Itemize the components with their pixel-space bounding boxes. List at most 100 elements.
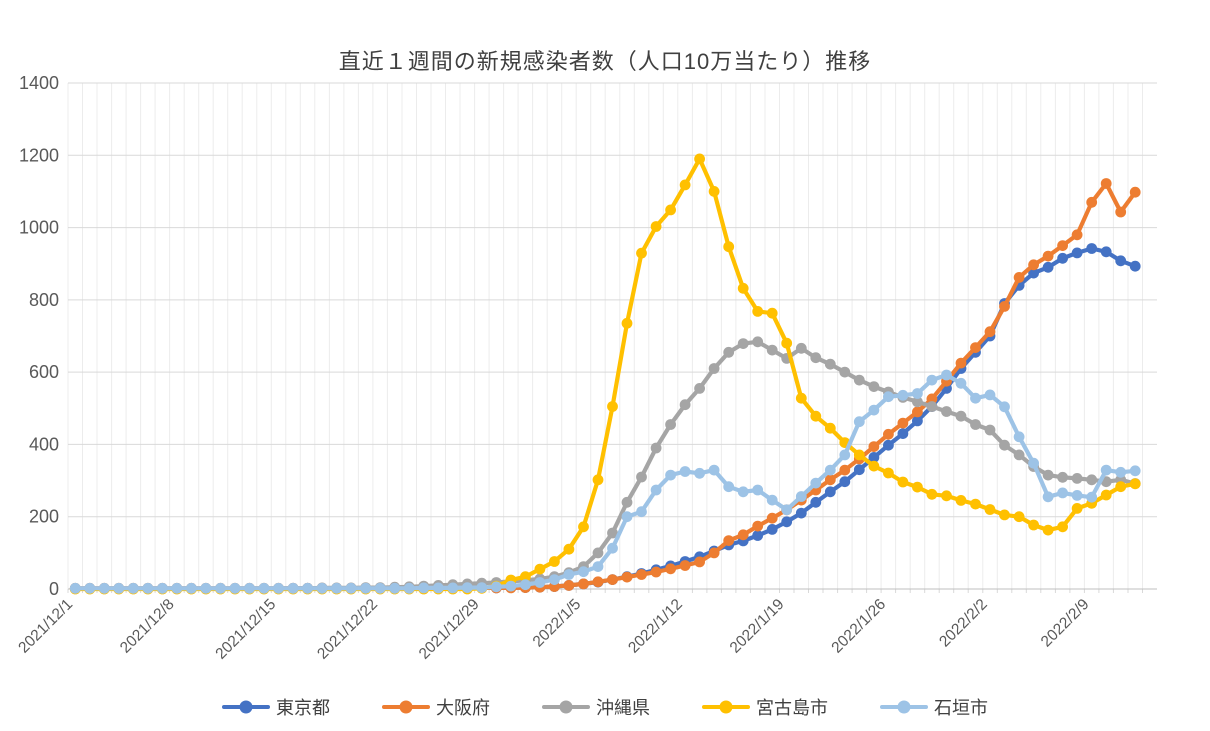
series-marker-5 <box>578 566 589 578</box>
series-marker-4 <box>999 509 1010 521</box>
y-axis-tick-label: 0 <box>49 579 59 599</box>
series-marker-4 <box>679 179 691 191</box>
series-marker-3 <box>955 410 967 422</box>
series-marker-3 <box>984 424 996 436</box>
series-marker-4 <box>883 467 894 479</box>
series-marker-4 <box>520 571 531 583</box>
series-marker-5 <box>839 449 851 461</box>
legend-item-5: 石垣市 <box>880 694 988 720</box>
series-marker-3 <box>824 358 836 370</box>
series-marker-1 <box>897 428 909 439</box>
series-marker-3 <box>853 374 865 386</box>
series-marker-5 <box>650 484 662 496</box>
series-marker-1 <box>853 464 865 476</box>
series-marker-5 <box>186 582 197 594</box>
series-marker-2 <box>999 301 1010 312</box>
series-marker-5 <box>810 477 822 489</box>
legend-item-3: 沖縄県 <box>542 694 650 720</box>
x-axis-tick-label: 2022/2/9 <box>1038 596 1093 651</box>
series-marker-4 <box>1028 519 1039 531</box>
legend-label: 東京都 <box>276 698 330 718</box>
y-axis-tick-label: 400 <box>29 434 59 454</box>
series-marker-2 <box>926 393 938 405</box>
x-axis-tick-label: 2021/12/22 <box>314 596 381 663</box>
series-marker-4 <box>1013 511 1025 523</box>
series-marker-5 <box>824 464 836 476</box>
y-axis-tick-label: 800 <box>29 290 59 310</box>
series-marker-4 <box>1042 524 1054 536</box>
series-marker-5 <box>273 582 284 594</box>
series-marker-5 <box>374 582 386 594</box>
series-marker-5 <box>302 582 313 594</box>
x-axis-tick-label: 2021/12/29 <box>416 596 483 663</box>
series-marker-5 <box>549 574 560 585</box>
series-marker-5 <box>1129 465 1141 477</box>
series-marker-5 <box>258 582 270 594</box>
series-marker-1 <box>1071 247 1083 259</box>
series-marker-3 <box>723 346 735 358</box>
series-marker-5 <box>912 388 923 399</box>
series-marker-3 <box>679 399 691 411</box>
chart-canvas: 0 200 400 600 800 1000 1200 1400 2021/12/1 2021/1… <box>15 73 1157 663</box>
series-marker-1 <box>1086 243 1098 254</box>
series-marker-5 <box>331 582 342 594</box>
series-marker-4 <box>984 504 996 515</box>
series-marker-4 <box>737 282 749 294</box>
series-marker-5 <box>142 582 154 594</box>
series-marker-4 <box>665 204 676 216</box>
legend-dot-icon <box>719 700 733 714</box>
chart-legend: 東京都 大阪府 沖縄県 宮古島市 石垣市 <box>0 694 1210 720</box>
series-marker-4 <box>694 153 705 165</box>
series-marker-1 <box>781 516 793 528</box>
x-axis-tick-label: 2021/12/8 <box>117 596 178 657</box>
series-marker-2 <box>563 580 575 591</box>
series-marker-2 <box>868 441 880 452</box>
series-marker-3 <box>1071 473 1083 484</box>
series-marker-5 <box>897 389 909 401</box>
series-marker-5 <box>1071 490 1083 501</box>
series-marker-5 <box>447 582 459 594</box>
series-marker-2 <box>970 342 981 353</box>
series-marker-2 <box>708 547 720 559</box>
series-marker-1 <box>1057 252 1068 264</box>
series-marker-5 <box>316 582 328 594</box>
series-marker-2 <box>737 529 749 541</box>
series-marker-1 <box>752 530 764 541</box>
series-marker-5 <box>215 582 226 594</box>
series-marker-5 <box>708 464 720 476</box>
x-axis-tick-label: 2022/1/19 <box>727 596 788 657</box>
series-marker-5 <box>200 582 212 594</box>
series-marker-2 <box>636 569 647 580</box>
series-marker-5 <box>723 481 735 493</box>
y-axis-tick-label: 1000 <box>19 218 59 238</box>
series-marker-3 <box>1042 469 1054 481</box>
series-marker-4 <box>795 392 807 404</box>
series-marker-5 <box>403 582 415 594</box>
series-marker-5 <box>1042 491 1054 503</box>
series-marker-3 <box>766 344 778 356</box>
legend-marker-icon <box>542 700 590 714</box>
x-axis-tick-label: 2021/12/15 <box>212 596 279 663</box>
series-marker-5 <box>84 582 96 594</box>
y-axis-tick-label: 1400 <box>19 73 59 93</box>
series-marker-5 <box>345 582 357 594</box>
series-marker-5 <box>1028 457 1039 469</box>
series-marker-5 <box>229 582 241 594</box>
series-marker-3 <box>810 352 822 364</box>
legend-marker-icon <box>702 700 750 714</box>
series-marker-3 <box>795 342 807 354</box>
series-marker-5 <box>737 486 749 498</box>
series-marker-2 <box>839 464 851 476</box>
x-axis-tick-label: 2022/2/2 <box>936 596 991 651</box>
series-marker-4 <box>607 401 618 412</box>
series-marker-5 <box>679 466 691 477</box>
series-marker-4 <box>810 410 822 422</box>
series-marker-1 <box>795 507 807 519</box>
series-marker-5 <box>999 401 1010 413</box>
legend-item-2: 大阪府 <box>382 694 490 720</box>
series-marker-4 <box>1100 489 1112 501</box>
series-marker-5 <box>955 377 967 389</box>
legend-marker-icon <box>382 700 430 714</box>
series-marker-5 <box>360 582 372 594</box>
series-marker-3 <box>999 439 1010 451</box>
